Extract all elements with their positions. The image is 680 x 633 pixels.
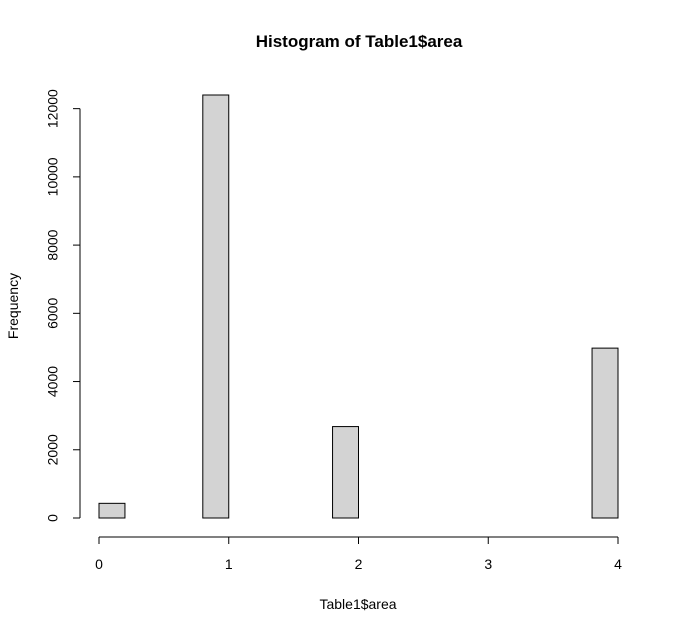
x-tick-label-0: 0 [95,556,103,572]
y-axis-label: Frequency [5,273,21,339]
histogram-bar-4 [202,94,230,519]
x-tick-label-1: 1 [225,556,233,572]
x-tick-label-4: 4 [614,556,622,572]
chart-title: Histogram of Table1$area [256,32,463,51]
y-tick-label-3: 6000 [45,298,61,329]
histogram-bar-0 [98,502,126,519]
y-tick-label-5: 10000 [45,157,61,196]
y-tick-label-0: 0 [45,514,61,522]
y-tick-label-1: 2000 [45,434,61,465]
y-tick-label-6: 12000 [45,89,61,128]
y-tick-label-2: 4000 [45,366,61,397]
x-axis: 0 1 2 3 4 [95,536,622,572]
x-axis-label: Table1$area [319,596,396,612]
bars-group [98,94,619,519]
histogram-bar-19 [591,347,619,519]
y-axis: 0 2000 4000 6000 8000 10000 12000 [45,89,81,522]
histogram-bar-9 [332,426,359,519]
x-tick-label-2: 2 [355,556,363,572]
x-tick-label-3: 3 [484,556,492,572]
y-tick-label-4: 8000 [45,229,61,260]
